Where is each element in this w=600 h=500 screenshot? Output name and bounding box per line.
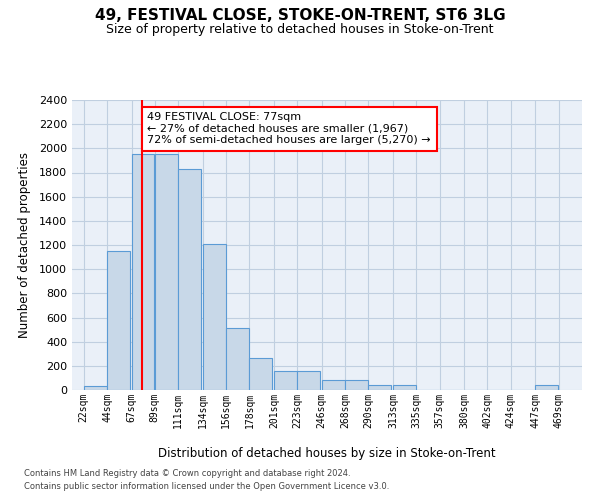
Y-axis label: Number of detached properties: Number of detached properties <box>17 152 31 338</box>
Bar <box>83 386 107 390</box>
Bar <box>250 358 272 390</box>
Bar <box>368 384 391 390</box>
Bar <box>178 169 201 390</box>
Text: Contains HM Land Registry data © Crown copyright and database right 2024.: Contains HM Land Registry data © Crown c… <box>24 468 350 477</box>
Bar <box>345 380 368 390</box>
Bar <box>107 251 130 390</box>
Bar <box>322 380 344 390</box>
Text: Contains public sector information licensed under the Open Government Licence v3: Contains public sector information licen… <box>24 482 389 491</box>
Text: 49, FESTIVAL CLOSE, STOKE-ON-TRENT, ST6 3LG: 49, FESTIVAL CLOSE, STOKE-ON-TRENT, ST6 … <box>95 8 505 22</box>
Bar <box>155 154 178 390</box>
Bar <box>535 384 558 390</box>
Bar <box>274 372 297 390</box>
Bar <box>226 328 249 390</box>
Bar <box>131 154 154 390</box>
Text: Size of property relative to detached houses in Stoke-on-Trent: Size of property relative to detached ho… <box>106 22 494 36</box>
Text: Distribution of detached houses by size in Stoke-on-Trent: Distribution of detached houses by size … <box>158 448 496 460</box>
Bar <box>393 384 416 390</box>
Bar <box>203 244 226 390</box>
Bar <box>297 372 320 390</box>
Text: 49 FESTIVAL CLOSE: 77sqm
← 27% of detached houses are smaller (1,967)
72% of sem: 49 FESTIVAL CLOSE: 77sqm ← 27% of detach… <box>148 112 431 146</box>
